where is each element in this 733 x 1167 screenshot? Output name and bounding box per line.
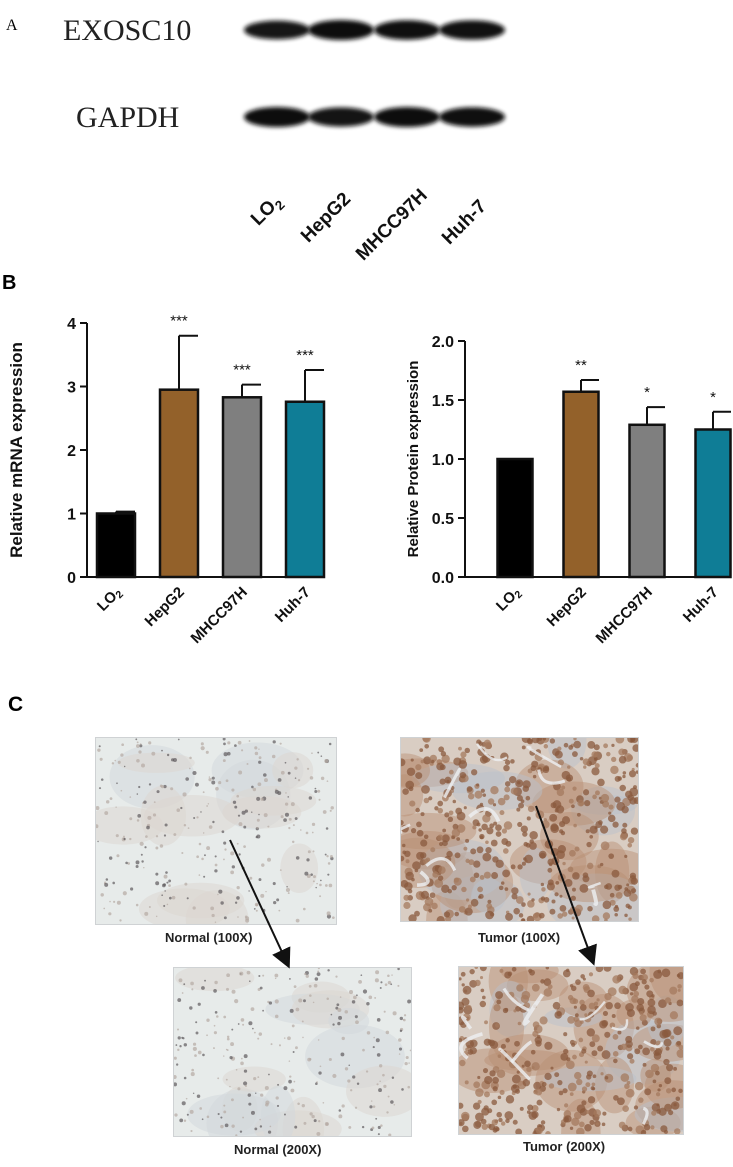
ihc-image-normal-100x [95,737,337,925]
panel-c-label: C [8,693,24,716]
bar-1 [562,390,600,579]
y-tick-label-2: 1.0 [432,452,454,469]
ihc-image-tumor-100x [400,737,639,922]
significance-label-3: *** [296,347,314,364]
bar-3 [284,400,326,579]
lane-label-2: MHCC97H [352,185,432,265]
x-tick-label-2: MHCC97H [188,584,251,647]
blot-band-gapdh-1 [308,107,374,127]
blot-band-gapdh-3 [439,107,505,127]
blot-band-exosc10-3 [439,20,505,40]
x-tick-label-1: HepG2 [142,584,188,630]
x-tick-label-2: MHCC97H [593,584,656,647]
x-tick-label-1: HepG2 [544,584,590,630]
ihc-texture [174,968,411,1136]
caption-tumor-200x: Tumor (200X) [523,1139,606,1154]
ihc-texture [96,738,336,924]
significance-label-2: * [644,384,650,401]
y-tick-label-3: 3 [67,380,76,397]
caption-normal-100x: Normal (100X) [165,930,253,945]
caption-normal-200x: Normal (200X) [234,1142,322,1157]
y-tick-label-0: 0 [67,570,76,587]
significance-label-1: ** [575,357,587,374]
y-tick-label-1: 0.5 [432,511,454,528]
lane-label-3: Huh-7 [438,195,491,249]
bar-1 [158,388,200,579]
caption-tumor-100x: Tumor (100X) [478,930,561,945]
chart-protein: Relative Protein expression 0.0 0.5 1.0 1.5 2… [405,334,732,647]
y-tick-label-2: 2 [67,443,76,460]
bar-2 [221,396,263,579]
x-tick-label-0: LO2 [493,584,525,616]
y-tick-label-4: 2.0 [432,334,454,351]
blot-row-label-gapdh: GAPDH [76,101,180,134]
panel-a-label: A [6,17,18,34]
blot-band-gapdh-0 [244,107,310,127]
blot-row-label-exosc10: EXOSC10 [63,14,192,47]
bar-0 [95,512,137,579]
significance-label-1: *** [170,313,188,330]
panel-b-label: B [2,272,17,294]
x-tick-label-3: Huh-7 [680,584,722,626]
blot-band-exosc10-1 [308,20,374,40]
lane-label-0: LO2 [247,196,288,230]
ihc-texture [459,967,683,1134]
western-blot-image [244,20,505,127]
y-axis-label: Relative Protein expression [405,361,422,558]
bar-2 [628,423,666,579]
x-tick-label-3: Huh-7 [272,584,314,626]
blot-band-gapdh-2 [374,107,440,127]
ihc-image-tumor-200x [458,966,684,1135]
y-axis-label: Relative mRNA expression [7,342,26,558]
lane-label-1: HepG2 [297,188,356,247]
ihc-image-normal-200x [173,967,412,1137]
bar-3 [694,428,732,579]
significance-label-3: * [710,389,716,406]
blot-band-exosc10-2 [374,20,440,40]
ihc-texture [401,738,638,921]
y-tick-label-0: 0.0 [432,570,454,587]
significance-label-2: *** [233,362,251,379]
x-tick-label-0: LO2 [94,584,126,616]
y-tick-label-1: 1 [67,507,76,524]
blot-band-exosc10-0 [244,20,310,40]
bar-0 [496,457,534,579]
chart-mrna: Relative mRNA expression 0 1 2 3 4 LO2 *** HepG2… [7,313,326,647]
y-tick-label-3: 1.5 [432,393,454,410]
y-tick-label-4: 4 [67,316,76,333]
